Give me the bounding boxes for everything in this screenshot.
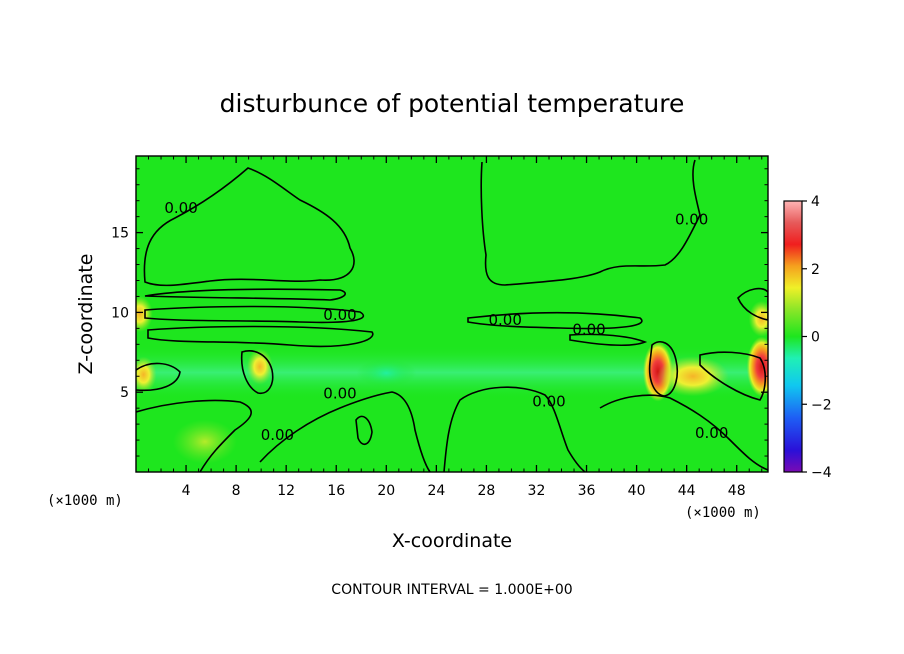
- chart-title: disturbunce of potential temperature: [220, 89, 685, 118]
- colorbar-tick-label: −2: [811, 397, 832, 413]
- warm-anomaly: [136, 356, 157, 393]
- x-tick-label: 36: [578, 483, 596, 499]
- x-tick-label: 4: [182, 483, 191, 499]
- x-unit-label: (×1000 m): [685, 505, 761, 521]
- warm-anomaly: [172, 419, 237, 464]
- contour-lines: [136, 159, 768, 472]
- colorbar-ticks: 4 2 0 −2 −4: [802, 194, 832, 481]
- plot-frame: [135, 155, 769, 473]
- x-tick-label: 32: [528, 483, 546, 499]
- x-tick-label: 24: [427, 483, 445, 499]
- contour-line: [648, 341, 679, 397]
- x-axis-label: X-coordinate: [392, 530, 512, 552]
- contour-line: [144, 288, 346, 301]
- warm-anomaly: [748, 300, 768, 337]
- x-tick-label: 28: [478, 483, 496, 499]
- x-tick-label: 44: [678, 483, 696, 499]
- x-tick-label: 12: [277, 483, 295, 499]
- x-tick-label: 20: [377, 483, 395, 499]
- contour-line: [136, 362, 181, 392]
- warm-anomaly: [656, 356, 729, 397]
- contour-interval-note: CONTOUR INTERVAL = 1.000E+00: [331, 582, 572, 598]
- contour-label: 0.00: [261, 426, 294, 444]
- contour-line: [480, 159, 701, 286]
- contour-label: 0.00: [488, 311, 521, 329]
- contour-label: 0.00: [572, 320, 605, 338]
- field-background: [136, 156, 768, 472]
- y-axis-ticks: 5 10 15: [111, 168, 768, 457]
- contour-line: [467, 311, 643, 330]
- colorbar-tick-label: 2: [811, 262, 820, 278]
- colorbar-tick-label: 4: [811, 194, 820, 210]
- contour-line: [136, 399, 252, 472]
- contour-line: [147, 325, 374, 348]
- contour-line: [737, 287, 768, 321]
- warm-anomaly: [246, 348, 273, 385]
- contour-line: [240, 350, 274, 394]
- x-tick-label: 48: [728, 483, 746, 499]
- contour-line: [599, 394, 768, 471]
- colorbar-gradient: [783, 200, 803, 473]
- contour-label: 0.00: [695, 424, 728, 442]
- anomaly-regions: [136, 296, 768, 464]
- warm-anomaly: [136, 296, 153, 332]
- plot-area: 0.00 0.00 0.00 0.00 0.00 0.00 0.00 0.00 0.00: [136, 156, 768, 472]
- contour-label: 0.00: [532, 392, 565, 410]
- cool-anomaly: [356, 359, 417, 388]
- contour-labels: 0.00 0.00 0.00 0.00 0.00 0.00 0.00 0.00 0.00: [164, 199, 728, 444]
- contour-line: [443, 386, 586, 472]
- contour-label: 0.00: [323, 306, 356, 324]
- y-axis-label: Z-coordinate: [75, 254, 97, 375]
- x-tick-label: 8: [232, 483, 241, 499]
- contour-line: [355, 415, 373, 445]
- x-tick-label: 16: [327, 483, 345, 499]
- contour-line: [259, 391, 431, 472]
- contour-line: [699, 351, 767, 401]
- y-tick-label: 10: [111, 305, 129, 321]
- contour-label: 0.00: [164, 199, 197, 217]
- z-unit-label: (×1000 m): [47, 493, 123, 509]
- contour-line: [144, 305, 365, 324]
- warm-anomaly: [746, 336, 768, 397]
- y-tick-label: 15: [111, 226, 129, 242]
- contour-label: 0.00: [675, 210, 708, 228]
- x-axis-ticks: 4 8 12 16 20 24 28 32 36 40 44 48: [148, 156, 763, 499]
- colorbar: 4 2 0 −2 −4: [783, 194, 832, 481]
- y-tick-label: 5: [120, 385, 129, 401]
- colorbar-tick-label: 0: [811, 330, 820, 346]
- colorbar-tick-label: −4: [811, 465, 832, 481]
- x-tick-label: 40: [628, 483, 646, 499]
- contour-label: 0.00: [323, 384, 356, 402]
- contour-line: [569, 333, 648, 347]
- contour-line: [143, 167, 355, 287]
